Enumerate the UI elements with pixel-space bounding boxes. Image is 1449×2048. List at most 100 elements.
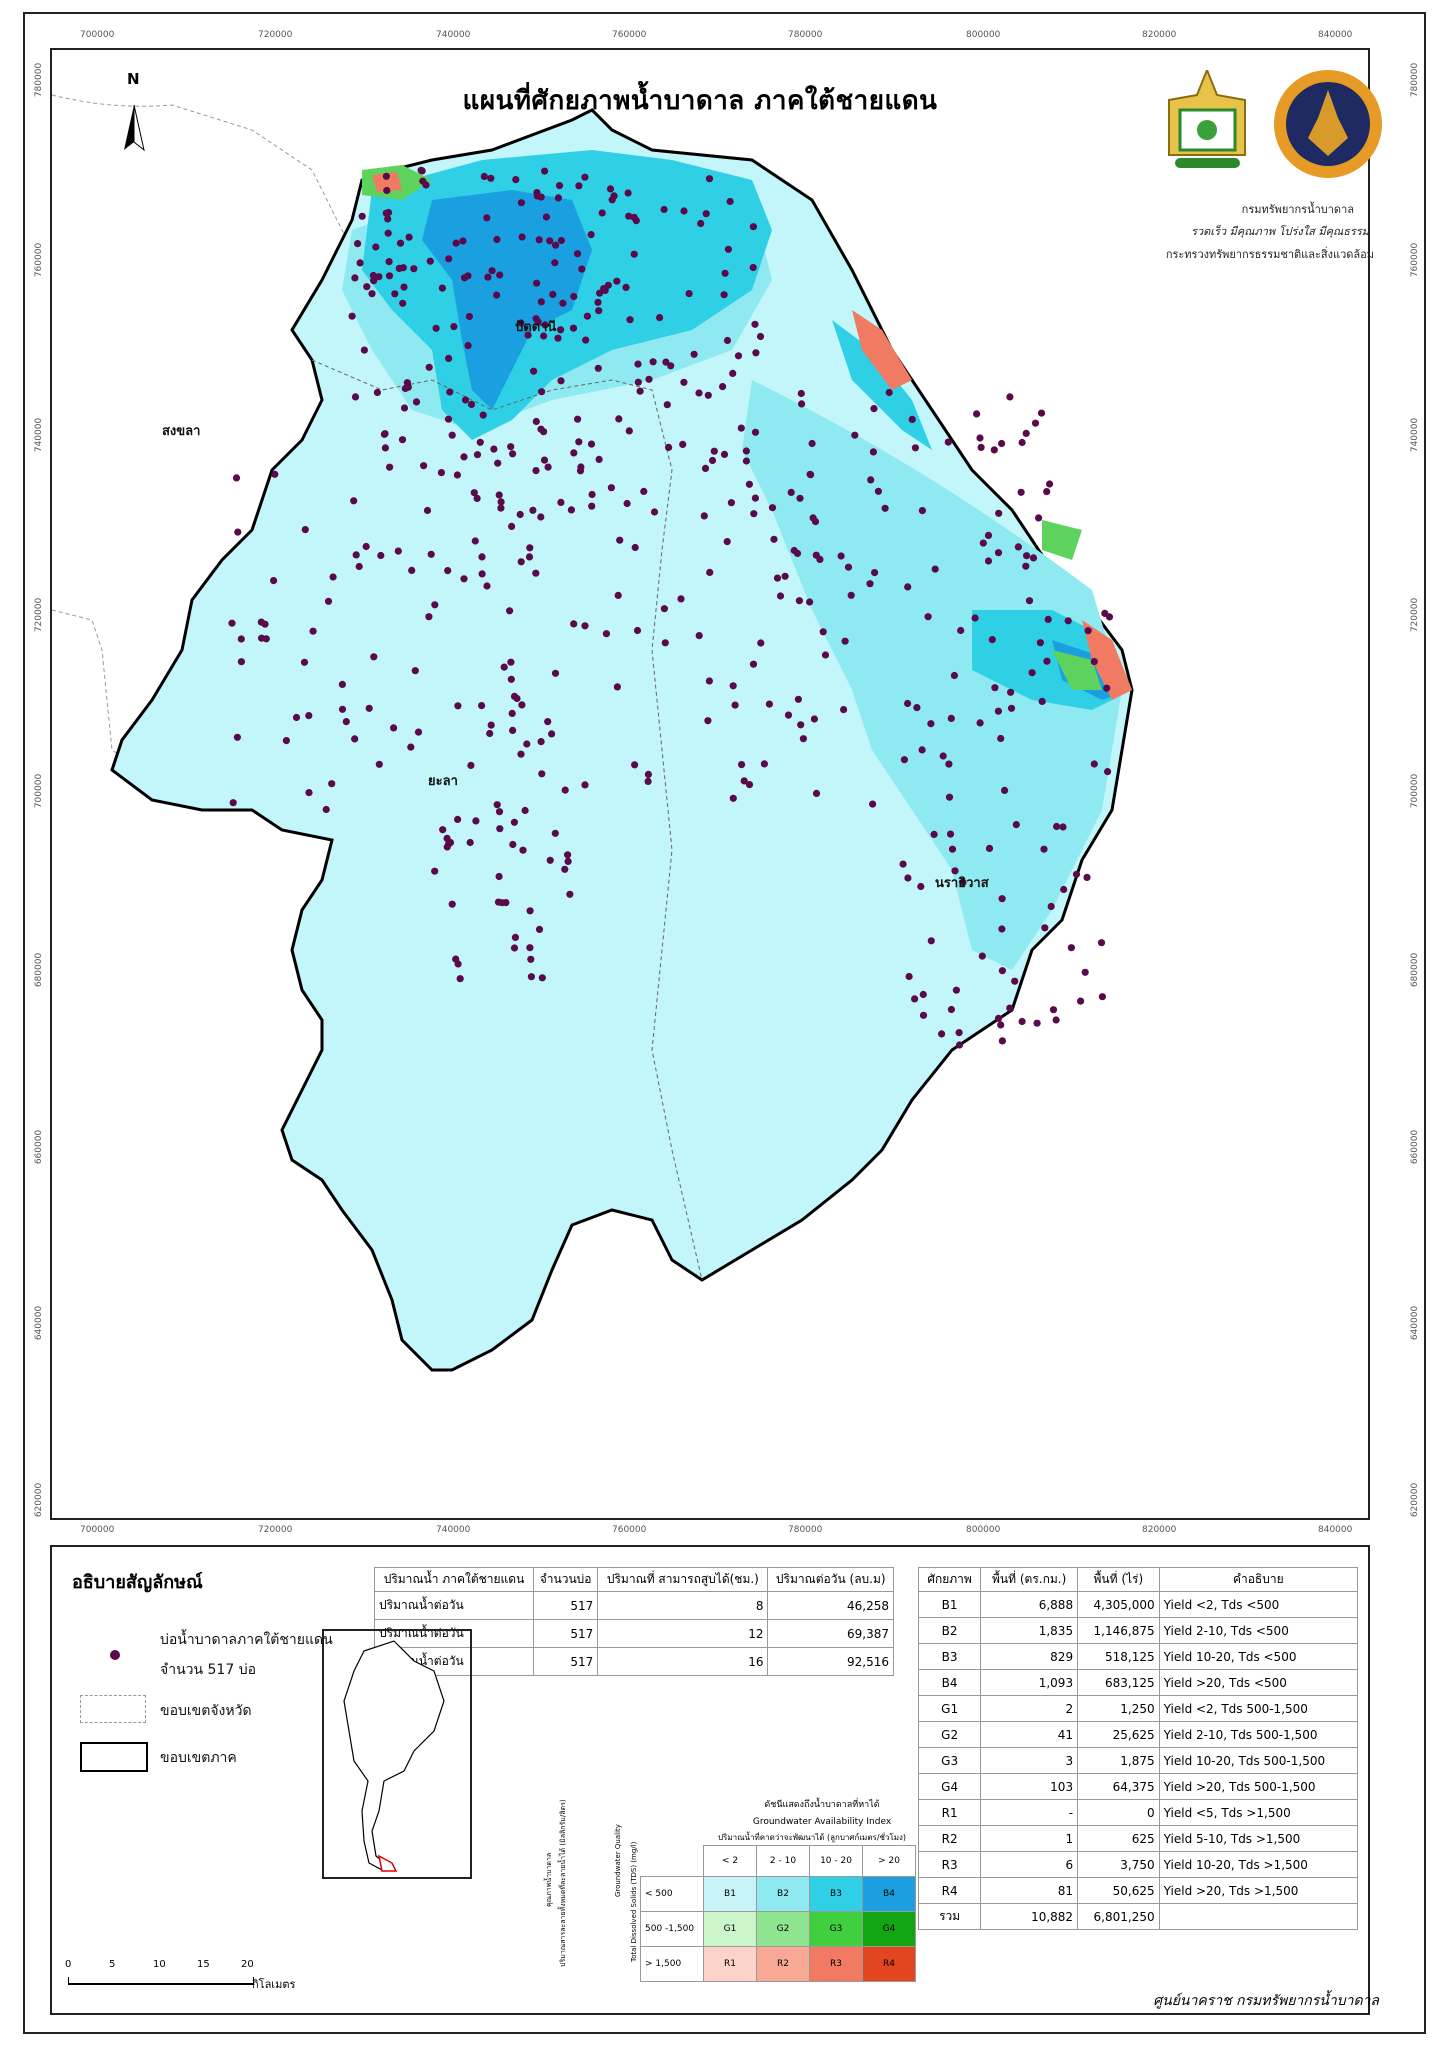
well-point — [507, 658, 515, 666]
well-point — [391, 290, 399, 298]
well-point — [749, 263, 757, 272]
well-point — [508, 709, 516, 718]
well-point — [806, 598, 814, 606]
area-cell: 41 — [980, 1721, 1079, 1748]
matrix-corner — [641, 1846, 704, 1877]
wells-header: ปริมาณที่ สามารถสูบได้(ชม.) — [597, 1567, 769, 1592]
well-point — [351, 274, 359, 282]
well-point — [478, 702, 486, 710]
well-point — [740, 777, 748, 785]
well-point — [1037, 409, 1046, 417]
well-point — [535, 925, 544, 934]
well-point — [948, 845, 957, 853]
well-point — [431, 867, 439, 875]
well-point — [634, 378, 642, 386]
well-point — [1043, 657, 1051, 665]
scale-tick-label: 5 — [109, 1959, 116, 1970]
legend-wells-count: จำนวน 517 บ่อ — [160, 1662, 256, 1678]
wells-cell: 517 — [532, 1619, 599, 1648]
well-point — [583, 312, 592, 320]
well-point — [1081, 968, 1089, 976]
well-point — [623, 499, 631, 508]
well-point — [939, 752, 947, 760]
well-point — [742, 447, 751, 455]
well-point — [719, 383, 727, 391]
well-point — [506, 607, 514, 615]
map-frame[interactable]: N — [50, 48, 1370, 1520]
org-line-3: กระทรวงทรัพยากรธรรมชาติและสิ่งแวดล้อม — [1165, 248, 1374, 261]
well-point — [384, 215, 392, 223]
well-point — [358, 212, 366, 220]
well-point — [1067, 944, 1075, 952]
well-point — [564, 857, 572, 866]
area-cell: 25,625 — [1077, 1721, 1160, 1748]
well-point — [798, 400, 806, 408]
well-point — [329, 573, 337, 581]
wells-cell: 12 — [597, 1619, 769, 1648]
well-point — [729, 682, 737, 690]
well-point — [729, 369, 737, 377]
legend-region-boundary: ขอบเขตภาค — [160, 1750, 237, 1766]
area-cell: 1,146,875 — [1077, 1617, 1160, 1644]
well-point — [997, 734, 1005, 743]
well-point — [540, 332, 548, 340]
well-point — [426, 257, 434, 265]
well-point — [527, 973, 535, 981]
well-point — [871, 569, 879, 577]
matrix-cell: G4 — [862, 1911, 916, 1947]
well-point — [720, 291, 728, 299]
well-point — [507, 675, 515, 683]
well-point — [729, 794, 737, 802]
area-cell: 6 — [980, 1851, 1079, 1878]
well-point — [806, 470, 814, 478]
x-tick-label: 780000 — [788, 1525, 823, 1535]
well-point — [510, 944, 519, 952]
area-cell: Yield 10-20, Tds 500-1,500 — [1158, 1747, 1359, 1774]
well-point — [979, 539, 987, 547]
well-point — [390, 724, 398, 732]
well-point — [624, 189, 632, 197]
well-point — [507, 443, 515, 451]
matrix-side-4: Total Dissolved Solids (TDS) (mg/l) — [630, 1841, 638, 1962]
well-point — [885, 388, 893, 397]
well-point — [952, 986, 961, 994]
well-point — [419, 177, 427, 185]
well-point — [372, 243, 380, 251]
well-point — [365, 704, 373, 712]
matrix-col-header: < 2 — [703, 1845, 757, 1877]
well-point — [1018, 1017, 1026, 1026]
well-point — [1059, 823, 1067, 831]
well-point — [400, 404, 409, 412]
well-point — [751, 494, 760, 502]
well-point — [570, 292, 578, 301]
well-point — [598, 209, 606, 217]
matrix-cell: G2 — [756, 1911, 810, 1947]
area-cell: 64,375 — [1077, 1773, 1160, 1800]
well-point — [257, 618, 265, 626]
well-point — [904, 874, 912, 882]
well-point — [870, 405, 878, 413]
well-point — [525, 553, 534, 561]
well-point — [538, 974, 546, 982]
well-point — [607, 484, 616, 492]
map-sheet — [23, 12, 1426, 2034]
well-point — [927, 720, 935, 728]
well-point — [538, 388, 546, 396]
org-line-2: รวดเร็ว มีคุณภาพ โปร่งใส มีคุณธรรม — [1191, 225, 1369, 238]
well-point — [544, 718, 552, 726]
x-tick-label: 700000 — [80, 30, 115, 40]
well-point — [431, 601, 439, 609]
well-point — [454, 702, 462, 710]
well-point — [1017, 488, 1025, 496]
area-cell — [1158, 1903, 1359, 1930]
well-point — [1046, 480, 1054, 488]
well-point — [797, 389, 805, 398]
zone-r-east — [1082, 620, 1132, 700]
well-point — [706, 568, 714, 577]
matrix-row-header: > 1,500 — [640, 1946, 704, 1982]
well-point — [546, 856, 554, 864]
well-point — [305, 712, 313, 720]
well-point — [305, 789, 313, 797]
well-point — [324, 597, 333, 605]
groundwater-map — [52, 94, 1134, 1372]
